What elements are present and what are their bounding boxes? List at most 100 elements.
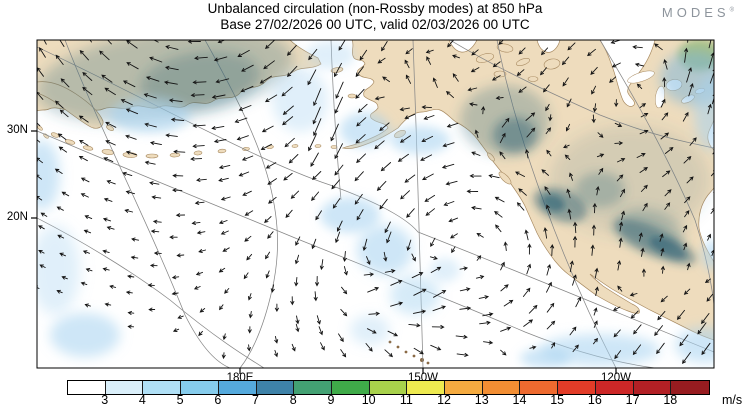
wind-arrows	[37, 40, 714, 364]
lon-tick-label: 180E	[226, 372, 254, 384]
colorbar-segment	[181, 381, 219, 394]
colorbar-segment	[558, 381, 596, 394]
colorbar-segment	[671, 381, 709, 394]
hawaii-island	[396, 345, 400, 349]
colorbar-tick-label: 15	[550, 393, 565, 407]
hawaii-island	[404, 350, 408, 354]
speed-shading	[272, 68, 328, 132]
colorbar-segment	[445, 381, 483, 394]
island	[82, 145, 94, 151]
island	[193, 150, 203, 156]
colorbar-tick-label: 6	[214, 393, 222, 407]
island	[527, 76, 539, 82]
lat-tick-label: 20N	[6, 211, 28, 223]
speed-shading	[649, 236, 687, 260]
island	[493, 70, 507, 78]
colorbar-segment	[407, 381, 446, 394]
island	[347, 93, 357, 99]
colorbar-unit: m/s	[722, 393, 743, 407]
colorbar-tick-label: 16	[587, 393, 602, 407]
hawaii-island	[388, 340, 392, 344]
island	[217, 148, 227, 154]
speed-shading	[430, 258, 460, 282]
colorbar-segment	[294, 381, 332, 394]
island	[475, 53, 495, 63]
speed-shading	[340, 112, 390, 148]
colorbar-tick-label: 7	[252, 393, 259, 407]
title-block: Unbalanced circulation (non-Rossby modes…	[0, 1, 750, 33]
colorbar-tick-label: 3	[101, 393, 109, 407]
colorbar-segment	[482, 381, 521, 394]
speed-shading	[140, 51, 260, 109]
colorbar	[67, 380, 710, 395]
island	[487, 152, 495, 162]
island	[266, 145, 274, 149]
chart-title: Unbalanced circulation (non-Rossby modes…	[207, 1, 543, 16]
hawaii-island	[426, 361, 430, 365]
island	[543, 58, 561, 70]
graticule-line	[204, 40, 278, 368]
island	[498, 171, 512, 185]
map-frame	[36, 39, 715, 369]
speed-shading	[675, 327, 714, 363]
colorbar-segment	[68, 381, 106, 394]
speed-shading	[37, 225, 80, 315]
colorbar-tick-label: 11	[399, 393, 413, 407]
island	[242, 147, 250, 151]
speed-shading	[493, 117, 537, 153]
colorbar-segment	[256, 381, 295, 394]
colorbar-tick-label: 18	[663, 393, 678, 407]
island	[314, 144, 322, 148]
colorbar-tick-label: 4	[138, 393, 146, 407]
hawaii-island	[420, 358, 424, 362]
chart-subtitle: Base 27/02/2026 00 UTC, valid 02/03/2026…	[220, 17, 530, 32]
colorbar-tick-label: 9	[327, 393, 335, 407]
colorbar-segment	[331, 381, 370, 394]
speed-shading	[660, 50, 714, 106]
colorbar-tick-label: 17	[625, 393, 640, 407]
map-layers	[37, 40, 714, 368]
colorbar-segment	[218, 381, 257, 394]
graticule-line	[37, 217, 264, 368]
colorbar-tick-label: 14	[512, 393, 527, 407]
colorbar-segment	[105, 381, 144, 394]
island	[145, 153, 159, 159]
speed-shading	[357, 225, 413, 275]
colorbar-segment	[143, 381, 182, 394]
modes-logo: MODES®	[662, 5, 734, 20]
lat-tick-label: 30N	[6, 124, 28, 136]
speed-shading	[575, 172, 625, 208]
speed-shading	[702, 240, 714, 270]
colorbar-tick-label: 13	[474, 393, 489, 407]
speed-shading	[320, 197, 380, 233]
island	[516, 58, 530, 66]
island	[496, 43, 514, 53]
speed-shading	[520, 348, 570, 368]
speed-shading	[110, 97, 190, 133]
island	[106, 125, 114, 131]
speed-shading	[305, 41, 355, 69]
registered-mark-icon: ®	[729, 7, 734, 14]
speed-shading	[50, 313, 120, 357]
speed-shading	[390, 126, 450, 154]
great-lake	[627, 70, 655, 84]
speed-shading	[37, 140, 60, 210]
speed-shading	[694, 74, 714, 150]
colorbar-segment	[520, 381, 559, 394]
colorbar-tick-label: 10	[361, 393, 376, 407]
colorbar-tick-label: 5	[176, 393, 184, 407]
island	[330, 145, 338, 149]
lon-tick-label: 120W	[600, 372, 632, 384]
hawaii-island	[412, 354, 416, 358]
colorbar-segment	[595, 381, 634, 394]
island	[64, 139, 76, 145]
graticule-line	[412, 40, 424, 368]
island	[291, 144, 299, 148]
colorbar-tick-label: 8	[289, 393, 297, 407]
colorbar-segment	[633, 381, 672, 394]
colorbar-segment	[369, 381, 408, 394]
island	[169, 152, 181, 158]
modes-logo-text: MODES	[661, 5, 730, 20]
colorbar-tick-label: 12	[437, 393, 451, 407]
